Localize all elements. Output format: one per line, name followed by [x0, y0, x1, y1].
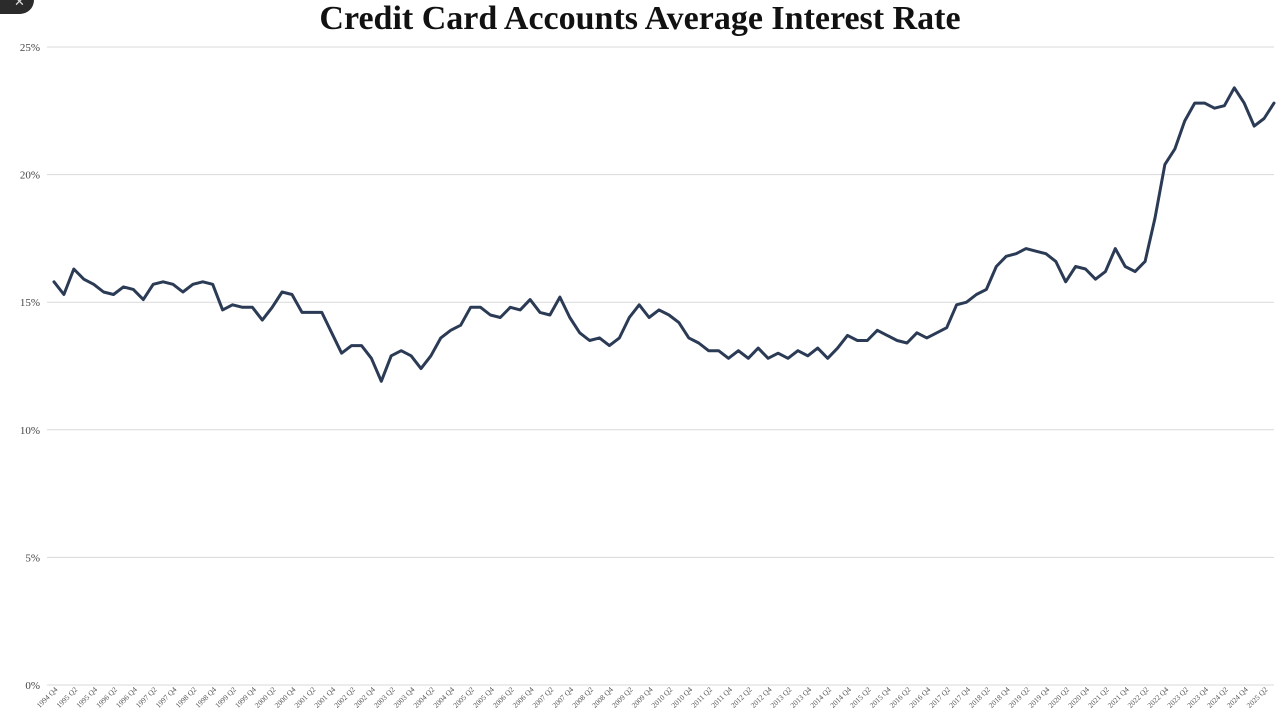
y-tick-label: 0% — [25, 680, 40, 692]
close-icon[interactable]: ✕ — [0, 0, 34, 14]
series-line-group — [52, 86, 1276, 383]
y-tick-label: 10% — [20, 425, 40, 437]
x-tick-label: 2025 Q2 — [1245, 685, 1270, 710]
x-tick-label: 2011 Q2 — [689, 685, 714, 710]
series-line — [52, 86, 1276, 383]
x-tick-label: 2010 Q4 — [669, 685, 694, 710]
gridlines — [47, 46, 1274, 686]
y-tick-label: 15% — [20, 297, 40, 309]
chart-title: Credit Card Accounts Average Interest Ra… — [319, 0, 961, 37]
y-axis: 0% 5% 10% 15% 20% 25% — [20, 42, 40, 692]
y-tick-label: 25% — [20, 42, 40, 54]
y-tick-label: 5% — [25, 552, 40, 564]
y-tick-label: 20% — [20, 170, 40, 182]
